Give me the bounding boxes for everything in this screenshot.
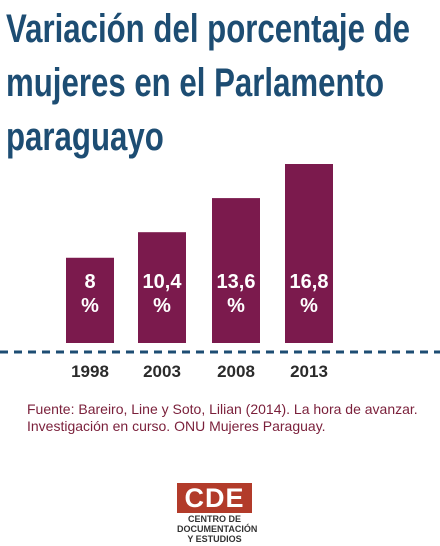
x-tick-label-1998: 1998 [71, 362, 109, 381]
bar-chart: 8% 1998 10,4% 2003 13,6% 2008 16,8% 2013 [0, 150, 440, 390]
chart-title: Variación del porcentaje de mujeres en e… [6, 7, 411, 159]
cde-logo: CDE CENTRO DE DOCUMENTACIÓN Y ESTUDIOS [177, 483, 258, 545]
cde-logo-line-3: Y ESTUDIOS [187, 534, 242, 544]
data-label-2003: 10,4% [143, 271, 183, 317]
bar-2008 [212, 198, 260, 343]
cde-logo-line-2: DOCUMENTACIÓN [177, 524, 258, 534]
data-label-2013: 16,8% [290, 271, 329, 317]
x-tick-label-2013: 2013 [290, 362, 328, 381]
bar-chart-svg: 8 % 1998 10,4 % 2003 13,6 % 2008 16,8 % 2013 [0, 164, 440, 381]
data-label-1998: 8% [81, 271, 99, 317]
cde-logo-mark: CDE [177, 483, 252, 513]
data-label-2008: 13,6% [217, 271, 256, 317]
cde-logo-line-1: CENTRO DE [187, 514, 241, 524]
x-tick-label-2003: 2003 [143, 362, 181, 381]
bar-2013 [285, 164, 333, 343]
x-tick-label-2008: 2008 [217, 362, 255, 381]
bar-2003 [138, 232, 186, 343]
bar-1998 [66, 257, 114, 343]
source-note: Fuente: Bareiro, Line y Soto, Lilian (20… [27, 401, 418, 434]
